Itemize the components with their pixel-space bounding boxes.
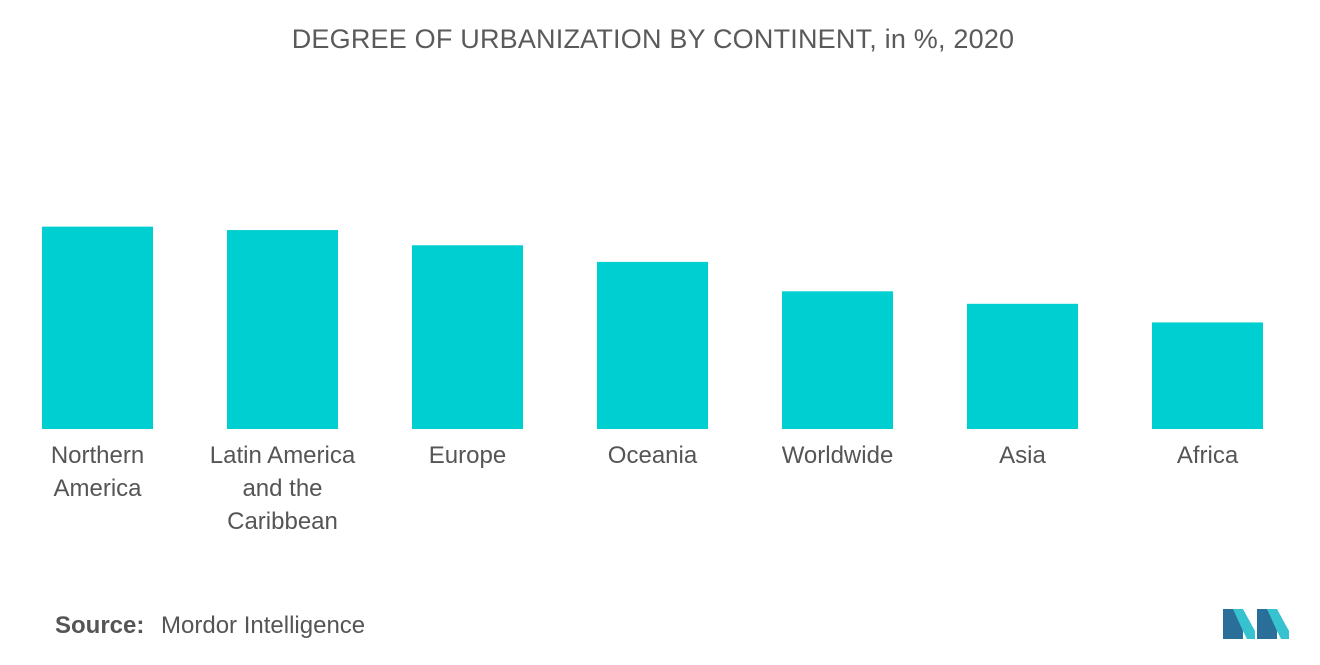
source-label: Source: bbox=[55, 612, 145, 639]
bar-oceania bbox=[597, 261, 708, 429]
bar-northern-america bbox=[42, 226, 153, 429]
chart-title: DEGREE OF URBANIZATION BY CONTINENT, in … bbox=[291, 24, 1015, 54]
x-tick-label: Oceania bbox=[608, 442, 698, 469]
x-tick-label: Europe bbox=[429, 442, 506, 469]
x-tick-label: Asia bbox=[999, 442, 1046, 469]
source-note: Source: Mordor Intelligence bbox=[55, 612, 365, 640]
x-tick-label: Worldwide bbox=[782, 442, 894, 469]
bar-africa bbox=[1152, 322, 1263, 429]
x-tick-label: Northern America bbox=[51, 442, 144, 502]
mordor-intelligence-logo-icon bbox=[1223, 609, 1289, 639]
bar-asia bbox=[967, 303, 1078, 429]
bar-worldwide bbox=[782, 291, 893, 429]
x-tick-label: Africa bbox=[1177, 442, 1239, 469]
bar-europe bbox=[412, 245, 523, 429]
bar-latin-america-and-the-caribbean bbox=[227, 230, 338, 429]
source-text: Mordor Intelligence bbox=[161, 612, 366, 639]
x-tick-label: Latin America and the Caribbean bbox=[210, 442, 356, 535]
